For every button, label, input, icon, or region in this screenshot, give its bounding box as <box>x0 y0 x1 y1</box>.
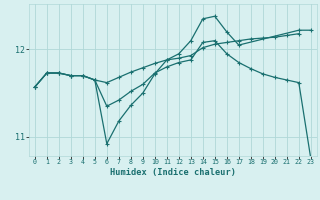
X-axis label: Humidex (Indice chaleur): Humidex (Indice chaleur) <box>110 168 236 177</box>
